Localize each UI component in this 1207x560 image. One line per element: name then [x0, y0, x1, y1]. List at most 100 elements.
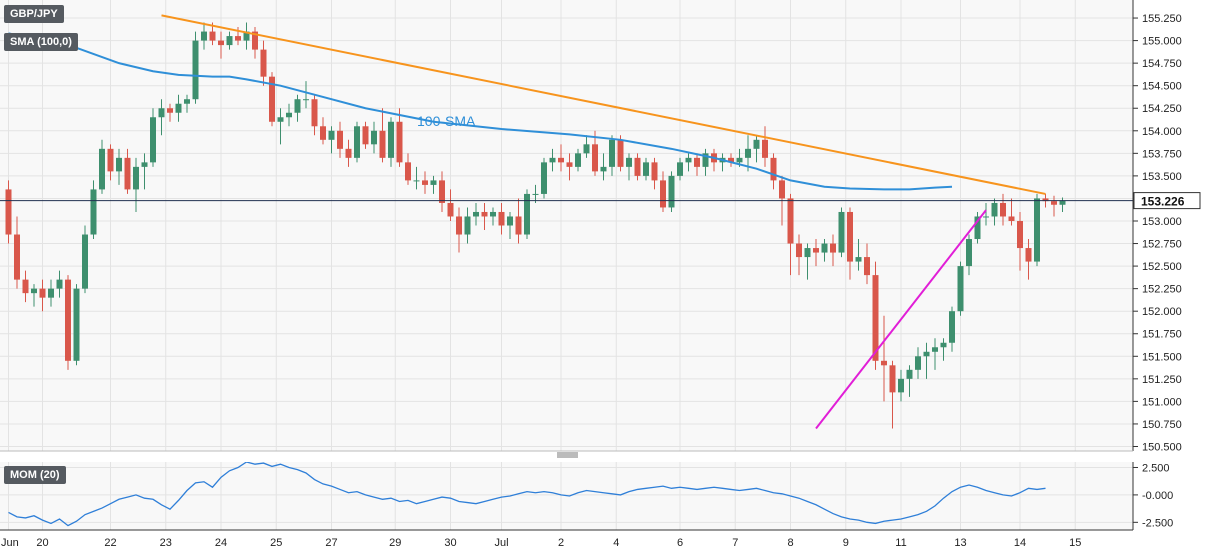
- axes: 155.250 155.000 154.750 154.500 154.250 154.0…: [0, 0, 1182, 549]
- bearish-candle: [167, 108, 173, 113]
- bearish-candle: [311, 99, 318, 127]
- bearish-candle: [14, 234, 20, 280]
- bullish-candle: [855, 257, 862, 262]
- bearish-candle: [1000, 202, 1006, 217]
- bullish-candle: [923, 351, 930, 357]
- bullish-candle: [821, 243, 828, 253]
- x-tick-label: 22: [104, 537, 116, 549]
- bearish-candle: [1042, 198, 1049, 202]
- bearish-candle: [660, 180, 666, 208]
- y-tick-label: 152.250: [1142, 284, 1182, 296]
- momentum-line: [8, 462, 1046, 527]
- bullish-candle: [226, 36, 233, 46]
- bearish-candle: [65, 279, 71, 361]
- bearish-candle: [787, 198, 794, 244]
- y-tick-label: 151.000: [1142, 396, 1182, 408]
- bullish-candle: [966, 239, 972, 267]
- bearish-candle: [235, 36, 241, 41]
- bullish-candle: [1059, 200, 1066, 205]
- y-tick-label: 155.250: [1142, 13, 1182, 25]
- bullish-candle: [575, 153, 581, 167]
- bearish-candle: [320, 126, 326, 140]
- bearish-candle: [889, 365, 896, 393]
- bullish-candle: [532, 193, 539, 195]
- y-tick-label: 152.000: [1142, 306, 1182, 318]
- resistance-trendline: [161, 14, 1046, 195]
- bullish-candle: [201, 31, 207, 41]
- y-tick-label: 152.500: [1142, 261, 1182, 273]
- x-tick-label: 27: [325, 537, 337, 549]
- bullish-candle: [99, 148, 105, 190]
- y-tick-label: 151.500: [1142, 351, 1182, 363]
- bullish-candle: [626, 157, 632, 167]
- y-tick-label: 154.750: [1142, 58, 1182, 70]
- y-tick-label: 154.250: [1142, 103, 1182, 115]
- bullish-candle: [430, 180, 437, 185]
- bullish-candle: [677, 162, 683, 176]
- bullish-candle: [56, 279, 63, 289]
- x-tick-label: 6: [677, 537, 683, 549]
- bullish-candle: [328, 130, 335, 140]
- bullish-candle: [685, 157, 692, 163]
- sma-legend: SMA (100,0): [4, 33, 78, 51]
- mom-gridlines: [0, 462, 1133, 530]
- bullish-candle: [898, 378, 904, 393]
- bearish-candle: [252, 31, 258, 50]
- main-gridlines: [0, 0, 1133, 451]
- x-tick-label: Jul: [494, 537, 508, 549]
- bullish-candle: [745, 148, 751, 158]
- bullish-candle: [286, 112, 292, 118]
- bullish-candle: [1034, 198, 1040, 262]
- bullish-candle: [90, 189, 97, 235]
- bullish-candle: [991, 202, 998, 217]
- bullish-candle: [141, 162, 148, 167]
- bullish-candle: [915, 356, 921, 370]
- x-tick-label: 25: [270, 537, 282, 549]
- bullish-candle: [158, 108, 165, 118]
- bullish-candle: [490, 211, 496, 217]
- bullish-candle: [609, 139, 615, 167]
- bearish-candle: [728, 157, 734, 163]
- bullish-candle: [949, 311, 955, 343]
- x-tick-label: 8: [787, 537, 793, 549]
- x-tick-label: 29: [389, 537, 401, 549]
- bullish-candle: [524, 193, 530, 235]
- bearish-candle: [124, 157, 131, 190]
- bearish-candle: [779, 180, 785, 199]
- bearish-candle: [796, 243, 802, 258]
- x-tick-label: 9: [843, 537, 849, 549]
- bearish-candle: [634, 157, 641, 176]
- support-trendline: [815, 209, 987, 430]
- bearish-candle: [872, 275, 879, 361]
- bullish-candle: [294, 99, 301, 113]
- bullish-candle: [116, 157, 122, 172]
- bearish-candle: [396, 121, 403, 163]
- y-tick-label: 154.000: [1142, 126, 1182, 138]
- symbol-legend: GBP/JPY: [4, 5, 64, 23]
- bearish-candle: [337, 130, 343, 149]
- bullish-candle: [702, 153, 709, 167]
- y-tick-label: 151.750: [1142, 329, 1182, 341]
- x-tick-label: 11: [895, 537, 906, 549]
- bearish-candle: [694, 157, 700, 167]
- bullish-candle: [940, 342, 947, 348]
- annotations: 153.226 100-SMA: [417, 113, 1201, 210]
- bullish-candle: [184, 99, 190, 104]
- bullish-candle: [133, 166, 139, 190]
- bearish-candle: [39, 288, 46, 298]
- bearish-candle: [209, 31, 216, 41]
- x-tick-label: 2: [558, 537, 564, 549]
- y-tick-label: 151.250: [1142, 374, 1182, 386]
- bearish-candle: [345, 148, 352, 158]
- bearish-candle: [1051, 201, 1057, 205]
- bearish-candle: [362, 126, 369, 145]
- current-price-box: [1133, 192, 1201, 210]
- bullish-candle: [668, 175, 675, 208]
- bullish-candle: [804, 248, 811, 258]
- y-tick-label: 153.500: [1142, 171, 1182, 183]
- bullish-candle: [388, 121, 394, 158]
- bullish-candle: [371, 130, 377, 145]
- bearish-candle: [498, 211, 505, 226]
- bearish-candle: [1008, 216, 1015, 221]
